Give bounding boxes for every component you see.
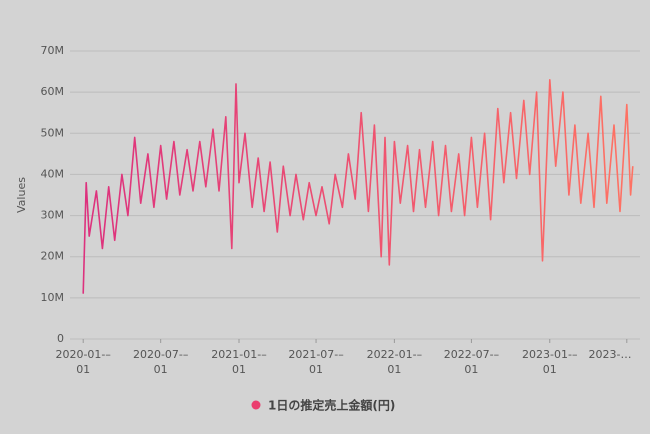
x-tick-label: 2020-01-– 01: [55, 348, 110, 376]
x-tick-label: 2022-07-– 01: [444, 348, 499, 376]
y-tick-label: 30M: [41, 209, 65, 222]
x-tick-label: 2022-01-– 01: [367, 348, 422, 376]
legend-marker: [251, 400, 261, 410]
x-tick-label: 2023-…: [589, 348, 632, 361]
y-tick-label: 70M: [41, 44, 65, 57]
y-axis-label: Values: [15, 177, 28, 213]
y-tick-label: 50M: [41, 126, 65, 139]
x-tick-label: 2021-07-– 01: [288, 348, 343, 376]
data-line: [82, 79, 634, 294]
y-tick-label: 0: [57, 332, 64, 345]
x-tick-label: 2023-01-– 01: [522, 348, 577, 376]
x-tick-label: 2021-01-– 01: [211, 348, 266, 376]
y-tick-label: 60M: [41, 85, 65, 98]
y-tick-label: 10M: [41, 291, 65, 304]
x-tick-label: 2020-07-– 01: [133, 348, 188, 376]
legend-label: 1日の推定売上金額(円): [268, 398, 395, 413]
y-tick-label: 40M: [41, 167, 65, 180]
y-tick-label: 20M: [41, 250, 65, 263]
